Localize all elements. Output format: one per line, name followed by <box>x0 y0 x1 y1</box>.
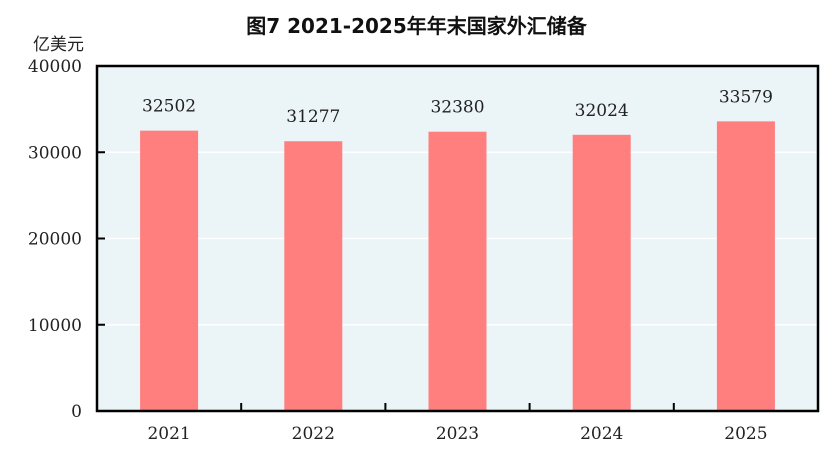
data-label: 31277 <box>286 107 340 127</box>
x-tick-label: 2024 <box>580 424 623 444</box>
chart-title: 图7 2021-2025年年末国家外汇储备 <box>246 14 587 38</box>
y-tick-label: 10000 <box>28 316 82 336</box>
x-tick-label: 2025 <box>724 424 767 444</box>
data-label: 32024 <box>575 101 629 121</box>
bar-2024 <box>572 134 631 411</box>
data-label: 33579 <box>719 87 773 107</box>
plot-frame <box>95 64 820 413</box>
x-tick-label: 2023 <box>436 424 479 444</box>
data-label: 32380 <box>430 98 484 118</box>
y-tick-label: 20000 <box>28 230 82 250</box>
x-tick-label: 2022 <box>292 424 335 444</box>
y-tick-label: 30000 <box>28 143 82 163</box>
bar-2023 <box>428 131 487 411</box>
y-tick-label: 40000 <box>28 57 82 77</box>
bar-2022 <box>284 141 343 411</box>
data-label: 32502 <box>142 97 196 117</box>
x-tick-label: 2021 <box>147 424 190 444</box>
y-axis-unit: 亿美元 <box>33 35 84 55</box>
bar-2025 <box>716 121 775 411</box>
y-tick-label: 0 <box>71 402 82 422</box>
bar-2021 <box>140 130 199 411</box>
